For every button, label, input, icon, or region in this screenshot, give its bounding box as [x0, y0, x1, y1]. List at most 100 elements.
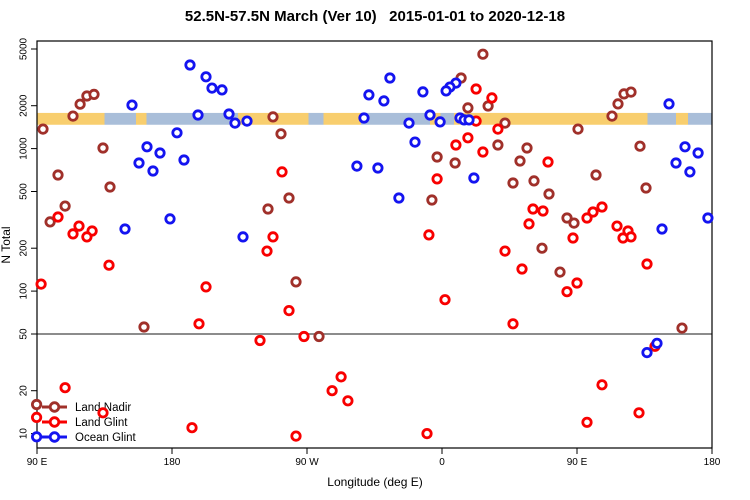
point-land-nadir	[262, 203, 274, 215]
point-ocean-glint	[216, 84, 228, 96]
point-land-nadir	[138, 321, 150, 333]
point-land-nadir	[431, 151, 443, 163]
point-ocean-glint	[141, 141, 153, 153]
point-land-nadir	[514, 155, 526, 167]
point-land-glint	[283, 304, 295, 317]
legend-marker	[48, 416, 61, 428]
point-land-glint	[581, 416, 593, 428]
point-ocean-glint	[702, 212, 714, 224]
point-ocean-glint	[670, 157, 682, 169]
point-ocean-glint	[641, 346, 653, 359]
point-ocean-glint	[164, 213, 176, 225]
map-stripe-land	[454, 112, 648, 125]
map-stripe-land	[323, 112, 361, 125]
point-ocean-glint	[200, 71, 212, 83]
map-stripe-ocean	[104, 112, 136, 125]
point-land-glint	[596, 379, 608, 391]
x-tick-label: 180	[704, 457, 721, 468]
point-land-glint	[523, 218, 535, 230]
point-land-glint	[581, 212, 593, 224]
point-land-glint	[326, 385, 338, 397]
point-ocean-glint	[154, 147, 166, 159]
point-land-glint	[611, 220, 623, 232]
point-land-nadir	[74, 98, 86, 110]
point-land-nadir	[267, 111, 279, 123]
legend-marker	[48, 401, 61, 413]
point-ocean-glint	[692, 147, 704, 159]
y-tick-label: 200	[19, 239, 30, 256]
point-ocean-glint	[223, 108, 235, 120]
point-land-glint	[276, 166, 288, 178]
point-land-glint	[561, 286, 573, 298]
point-land-glint	[73, 220, 85, 232]
point-land-glint	[567, 232, 579, 244]
point-land-nadir	[313, 330, 325, 343]
point-land-glint	[439, 294, 451, 306]
point-ocean-glint	[378, 95, 390, 107]
point-land-glint	[499, 245, 511, 257]
point-ocean-glint	[434, 116, 446, 128]
point-land-nadir	[536, 242, 548, 254]
point-land-glint	[617, 232, 629, 244]
x-tick-label: 90 W	[295, 457, 319, 468]
point-land-glint	[267, 231, 279, 243]
chart-title: 52.5N-57.5N March (Ver 10) 2015-01-01 to…	[184, 8, 566, 25]
plot-frame	[36, 40, 713, 449]
point-ocean-glint	[424, 109, 436, 121]
point-land-glint	[486, 92, 498, 104]
point-land-glint	[81, 231, 93, 243]
map-stripe-ocean	[440, 112, 454, 125]
point-land-glint	[431, 173, 443, 185]
y-tick-label: 2000	[19, 94, 30, 117]
x-tick-label: 180	[164, 457, 181, 468]
point-land-glint	[59, 382, 71, 394]
y-tick-label: 10	[19, 428, 30, 440]
point-ocean-glint	[393, 192, 405, 204]
point-land-glint	[186, 422, 198, 434]
point-land-glint	[641, 258, 653, 270]
point-ocean-glint	[178, 154, 190, 166]
point-ocean-glint	[229, 117, 241, 129]
point-land-nadir	[499, 117, 511, 129]
y-tick-label: 20	[19, 385, 30, 397]
point-ocean-glint	[656, 223, 668, 235]
point-ocean-glint	[684, 166, 696, 178]
point-ocean-glint	[184, 59, 196, 71]
point-land-glint	[97, 407, 109, 419]
point-ocean-glint	[651, 337, 663, 349]
point-land-nadir	[477, 48, 489, 60]
point-land-nadir	[625, 86, 637, 98]
point-land-nadir	[30, 398, 43, 411]
point-land-nadir	[88, 88, 100, 101]
y-tick-label: 100	[19, 282, 30, 299]
point-ocean-glint	[171, 127, 183, 139]
point-land-glint	[335, 371, 347, 383]
legend-label: Ocean Glint	[75, 432, 137, 444]
point-ocean-glint	[147, 165, 159, 177]
point-land-nadir	[521, 142, 533, 154]
y-tick-label: 5000	[19, 37, 30, 60]
point-land-glint	[290, 430, 302, 442]
point-ocean-glint	[468, 172, 480, 184]
point-land-glint	[492, 123, 504, 135]
point-land-nadir	[97, 142, 109, 154]
legend-marker	[48, 431, 61, 443]
point-ocean-glint	[384, 72, 396, 84]
map-stripe-land	[136, 112, 147, 125]
point-ocean-glint	[463, 114, 475, 126]
point-land-nadir	[676, 322, 688, 334]
map-stripe-land	[676, 112, 688, 125]
point-land-nadir	[283, 192, 295, 204]
point-ocean-glint	[237, 231, 249, 243]
point-land-nadir	[606, 110, 618, 122]
x-tick-label: 90 E	[567, 457, 588, 468]
map-stripe-ocean	[647, 112, 676, 125]
point-land-nadir	[449, 157, 461, 169]
point-land-glint	[462, 132, 474, 144]
point-land-glint	[254, 334, 266, 347]
point-ocean-glint	[663, 98, 675, 110]
point-land-nadir	[104, 181, 116, 193]
point-ocean-glint	[417, 86, 429, 98]
